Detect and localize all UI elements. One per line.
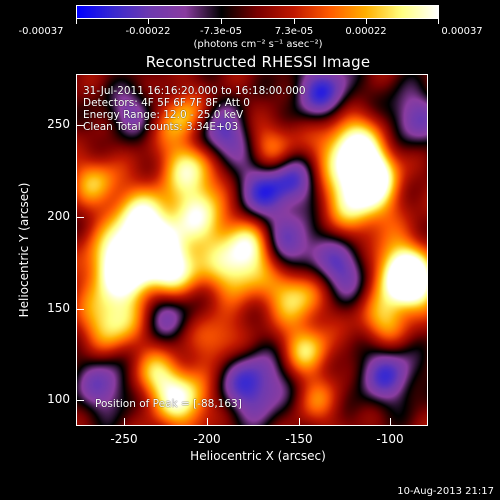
y-tick	[76, 217, 84, 218]
footer-timestamp: 10-Aug-2013 21:17	[397, 486, 494, 497]
colorbar-label: 7.3e-05	[274, 26, 314, 37]
info-time-range: 31-Jul-2011 16:16:20.000 to 16:18:00.000	[83, 85, 306, 97]
x-tick	[299, 418, 300, 426]
colorbar-tick	[148, 19, 149, 24]
colorbar-units: (photons cm⁻² s⁻¹ asec⁻²)	[193, 39, 323, 50]
x-tick	[390, 418, 391, 426]
colorbar-label: 0.00037	[441, 26, 483, 37]
x-axis-label: Heliocentric X (arcsec)	[190, 449, 326, 463]
y-tick-label: 200	[47, 209, 70, 223]
peak-position-label: Position of Peak = [-88,163]	[95, 398, 242, 410]
info-energy-range: Energy Range: 12.0 - 25.0 keV	[83, 109, 244, 121]
colorbar	[76, 5, 439, 19]
x-tick	[207, 418, 208, 426]
x-tick-label: -100	[376, 432, 404, 446]
page-title: Reconstructed RHESSI Image	[145, 53, 371, 71]
y-axis-label: Heliocentric Y (arcsec)	[17, 182, 31, 318]
y-tick	[76, 400, 84, 401]
x-tick	[124, 418, 125, 426]
y-tick	[76, 309, 84, 310]
colorbar-label: -7.3e-05	[200, 26, 242, 37]
y-tick-label: 250	[47, 117, 70, 131]
x-tick-label: -200	[193, 432, 221, 446]
heatmap-image	[77, 75, 427, 425]
info-detectors: Detectors: 4F 5F 6F 7F 8F, Att 0	[83, 97, 250, 109]
colorbar-tick	[294, 19, 295, 24]
image-plot: 31-Jul-2011 16:16:20.000 to 16:18:00.000…	[76, 74, 428, 426]
y-tick-label: 150	[47, 301, 70, 315]
x-tick-label: -150	[285, 432, 313, 446]
colorbar-label: -0.00022	[125, 26, 171, 37]
colorbar-tick	[366, 19, 367, 24]
x-tick-label: -250	[110, 432, 138, 446]
y-tick-label: 100	[47, 392, 70, 406]
y-tick	[76, 125, 84, 126]
colorbar-tick	[221, 19, 222, 24]
colorbar-label: -0.00037	[18, 26, 64, 37]
colorbar-tick	[438, 19, 439, 24]
colorbar-tick	[76, 19, 77, 24]
colorbar-label: 0.00022	[345, 26, 387, 37]
info-clean-counts: Clean Total counts: 3.34E+03	[83, 121, 239, 133]
